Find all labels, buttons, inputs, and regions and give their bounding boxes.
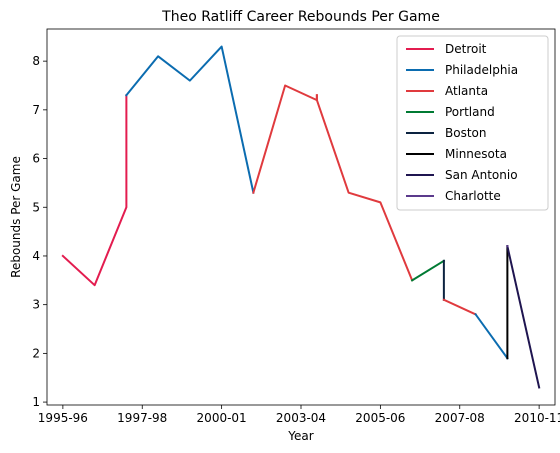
y-tick-label: 1 — [32, 395, 40, 409]
series-line-atlanta-6 — [444, 300, 476, 315]
legend-label: Minnesota — [445, 147, 507, 161]
y-tick-label: 2 — [32, 346, 40, 360]
x-tick-label: 2005-06 — [355, 411, 405, 425]
x-tick-label: 1995-96 — [38, 411, 88, 425]
y-tick-label: 4 — [32, 249, 40, 263]
legend-label: Charlotte — [445, 189, 501, 203]
series-line-philadelphia-7 — [476, 314, 508, 358]
x-tick-label: 2010-11 — [514, 411, 560, 425]
y-axis-label: Rebounds Per Game — [9, 156, 23, 278]
y-tick-label: 6 — [32, 152, 40, 166]
legend-label: Atlanta — [445, 84, 488, 98]
series-line-philadelphia-1 — [126, 47, 253, 193]
legend-label: Boston — [445, 126, 486, 140]
y-tick-label: 3 — [32, 298, 40, 312]
chart-title: Theo Ratliff Career Rebounds Per Game — [161, 9, 440, 25]
series-line-san-antonio-9 — [507, 246, 539, 387]
legend-label: Detroit — [445, 42, 487, 56]
series-line-portland-4 — [412, 261, 444, 280]
y-tick-label: 5 — [32, 200, 40, 214]
legend-label: San Antonio — [445, 168, 518, 182]
legend-label: Portland — [445, 105, 495, 119]
x-tick-label: 2003-04 — [276, 411, 326, 425]
legend-label: Philadelphia — [445, 63, 518, 77]
x-axis-label: Year — [287, 429, 313, 443]
series-line-detroit-0 — [63, 95, 126, 285]
x-tick-label: 1997-98 — [117, 411, 167, 425]
y-tick-label: 8 — [32, 54, 40, 68]
x-tick-label: 2007-08 — [435, 411, 485, 425]
series-line-atlanta-2 — [253, 86, 317, 193]
legend: Detroit Philadelphia Atlanta Portland Boston… — [397, 36, 548, 210]
y-tick-label: 7 — [32, 103, 40, 117]
x-tick-label: 2000-01 — [197, 411, 247, 425]
